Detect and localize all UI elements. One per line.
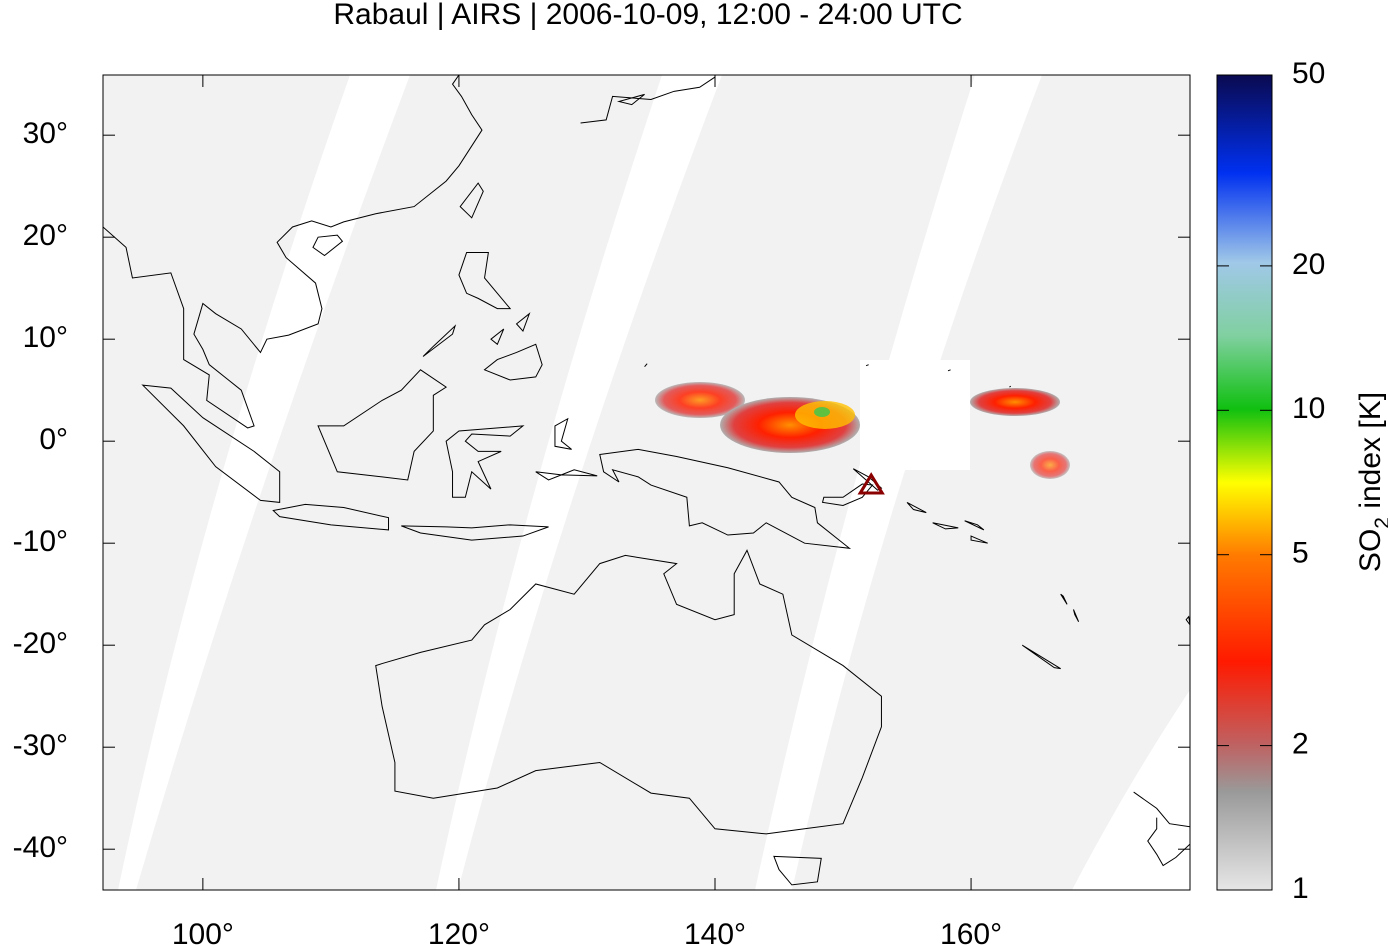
x-tick-label: 140° xyxy=(684,918,746,950)
x-tick-label: 100° xyxy=(172,918,234,950)
colorbar-tick-label: 50 xyxy=(1292,57,1325,90)
y-tick-label: -10° xyxy=(13,525,68,558)
swath-gap xyxy=(755,75,1042,890)
map-area xyxy=(103,75,1190,890)
y-tick-label: -40° xyxy=(13,831,68,864)
x-tick-label: 120° xyxy=(428,918,490,950)
colorbar-tick-label: 1 xyxy=(1292,872,1309,905)
swath-gap xyxy=(118,75,410,890)
colorbar-tick-label: 10 xyxy=(1292,392,1325,425)
colorbar-tick-label: 2 xyxy=(1292,728,1309,761)
x-tick-label: 160° xyxy=(940,918,1002,950)
y-tick-label: -20° xyxy=(13,627,68,660)
colorbar-label: SO2 index [K] xyxy=(1354,392,1388,572)
coastlines xyxy=(103,75,1190,885)
plot-frame xyxy=(102,74,1191,891)
y-tick-label: 10° xyxy=(23,321,68,354)
chart-title: Rabaul | AIRS | 2006-10-09, 12:00 - 24:0… xyxy=(333,0,962,31)
swath-gap xyxy=(436,75,722,890)
colorbar-label-rest: index [K] xyxy=(1354,392,1387,517)
y-tick-label: 30° xyxy=(23,117,68,150)
colorbar-tick-label: 5 xyxy=(1292,537,1309,570)
colorbar xyxy=(1216,74,1273,891)
colorbar-label-main: SO xyxy=(1354,529,1387,572)
so2-plume xyxy=(655,360,1070,479)
y-tick-label: 20° xyxy=(23,219,68,252)
swath-gap xyxy=(1072,690,1190,890)
colorbar-tick-label: 20 xyxy=(1292,248,1325,281)
y-tick-label: 0° xyxy=(39,423,68,456)
y-tick-label: -30° xyxy=(13,729,68,762)
colorbar-label-sub: 2 xyxy=(1371,517,1388,529)
volcano-marker xyxy=(857,472,885,495)
